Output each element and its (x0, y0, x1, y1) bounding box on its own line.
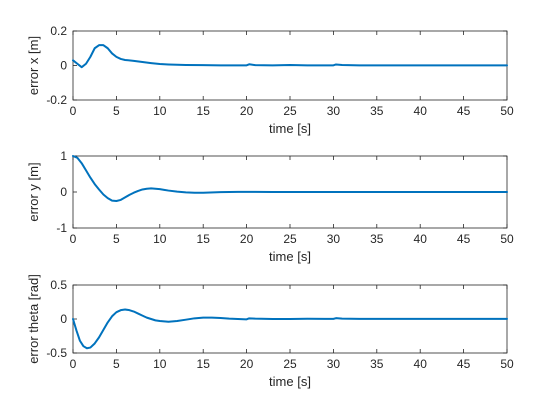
x-tick-label: 15 (197, 357, 211, 371)
x-tick-label: 25 (283, 232, 297, 246)
y-tick-label: -0.5 (46, 346, 67, 360)
x-tick-label: 45 (457, 104, 471, 118)
x-tick-label: 40 (414, 232, 428, 246)
x-tick-label: 50 (500, 357, 514, 371)
series-line (72, 308, 508, 350)
y-tick-label: -1 (56, 221, 67, 235)
x-tick-label: 35 (370, 357, 384, 371)
x-tick-label: 0 (70, 357, 77, 371)
x-tick-label: 30 (327, 104, 341, 118)
y-axis-label: error x [m] (26, 36, 41, 95)
y-axis-label: error y [m] (26, 162, 41, 221)
x-axis-label: time [s] (269, 374, 311, 389)
x-axis-label: time [s] (269, 249, 311, 264)
x-tick-label: 25 (283, 104, 297, 118)
x-axis-label: time [s] (269, 121, 311, 136)
y-tick-label: -0.2 (46, 93, 67, 107)
y-tick-label: 1 (60, 149, 67, 163)
x-tick-label: 30 (327, 232, 341, 246)
x-tick-label: 30 (327, 357, 341, 371)
x-tick-label: 35 (370, 104, 384, 118)
series-line (72, 155, 508, 202)
x-tick-label: 10 (153, 232, 167, 246)
x-tick-label: 20 (240, 357, 254, 371)
x-tick-label: 0 (70, 232, 77, 246)
x-tick-label: 50 (500, 104, 514, 118)
x-tick-label: 5 (113, 104, 120, 118)
x-tick-label: 0 (70, 104, 77, 118)
x-tick-label: 10 (153, 357, 167, 371)
x-tick-label: 45 (457, 232, 471, 246)
x-tick-label: 35 (370, 232, 384, 246)
x-tick-label: 15 (197, 232, 211, 246)
x-tick-label: 50 (500, 232, 514, 246)
y-tick-label: 0 (60, 312, 67, 326)
y-tick-label: 0 (60, 185, 67, 199)
x-tick-label: 15 (197, 104, 211, 118)
y-tick-label: 0.5 (50, 278, 67, 292)
x-tick-label: 25 (283, 357, 297, 371)
x-tick-label: 20 (240, 104, 254, 118)
x-tick-label: 40 (414, 357, 428, 371)
x-tick-label: 45 (457, 357, 471, 371)
y-tick-label: 0.2 (50, 24, 67, 38)
x-tick-label: 10 (153, 104, 167, 118)
y-tick-label: 0 (60, 59, 67, 73)
y-axis-label: error theta [rad] (26, 274, 41, 364)
x-tick-label: 20 (240, 232, 254, 246)
x-tick-label: 5 (113, 357, 120, 371)
x-tick-label: 5 (113, 232, 120, 246)
x-tick-label: 40 (414, 104, 428, 118)
series-line (72, 44, 508, 69)
